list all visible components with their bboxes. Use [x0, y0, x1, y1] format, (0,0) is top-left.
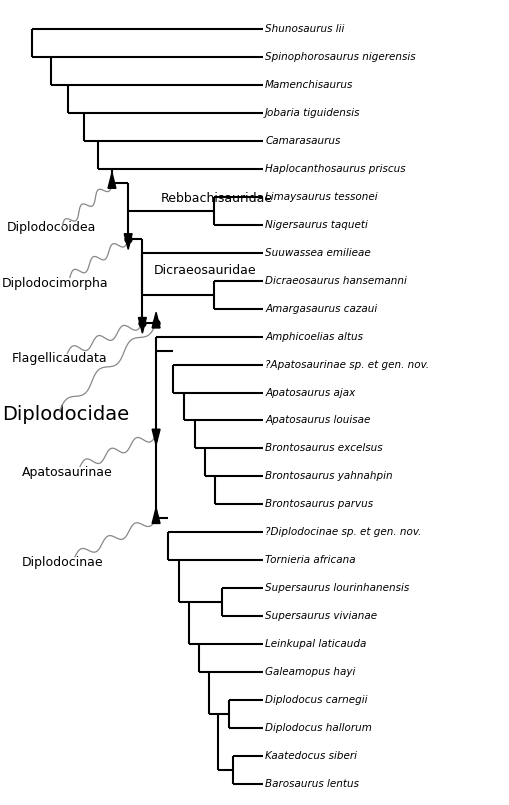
Text: ?Apatosaurinae sp. et gen. nov.: ?Apatosaurinae sp. et gen. nov. — [265, 360, 429, 369]
Text: Camarasaurus: Camarasaurus — [265, 136, 340, 147]
Text: Mamenchisaurus: Mamenchisaurus — [265, 80, 353, 90]
Text: Shunosaurus lii: Shunosaurus lii — [265, 24, 344, 35]
Polygon shape — [108, 172, 116, 188]
Text: Apatosaurus ajax: Apatosaurus ajax — [265, 387, 355, 398]
Text: Apatosaurus louisae: Apatosaurus louisae — [265, 415, 370, 426]
Text: Suuwassea emilieae: Suuwassea emilieae — [265, 248, 370, 258]
Text: Spinophorosaurus nigerensis: Spinophorosaurus nigerensis — [265, 52, 415, 63]
Text: Diplodocus hallorum: Diplodocus hallorum — [265, 723, 371, 733]
Polygon shape — [138, 317, 146, 333]
Text: Diplodocinae: Diplodocinae — [22, 555, 103, 569]
Text: Tornieria africana: Tornieria africana — [265, 555, 355, 565]
Polygon shape — [152, 429, 160, 445]
Text: Haplocanthosaurus priscus: Haplocanthosaurus priscus — [265, 164, 405, 174]
Text: Brontosaurus yahnahpin: Brontosaurus yahnahpin — [265, 472, 392, 481]
Text: Galeamopus hayi: Galeamopus hayi — [265, 667, 355, 677]
Text: Supersaurus lourinhanensis: Supersaurus lourinhanensis — [265, 583, 409, 593]
Text: ?Diplodocinae sp. et gen. nov.: ?Diplodocinae sp. et gen. nov. — [265, 527, 421, 537]
Text: Nigersaurus taqueti: Nigersaurus taqueti — [265, 220, 367, 230]
Polygon shape — [152, 508, 160, 523]
Text: Dicraeosauridae: Dicraeosauridae — [153, 264, 256, 277]
Text: Amphicoelias altus: Amphicoelias altus — [265, 332, 362, 341]
Text: Flagellicaudata: Flagellicaudata — [12, 353, 107, 365]
Text: Supersaurus vivianae: Supersaurus vivianae — [265, 611, 377, 621]
Text: Leinkupal laticauda: Leinkupal laticauda — [265, 639, 366, 649]
Polygon shape — [124, 233, 132, 250]
Text: Amargasaurus cazaui: Amargasaurus cazaui — [265, 303, 377, 314]
Text: Jobaria tiguidensis: Jobaria tiguidensis — [265, 108, 360, 118]
Text: Rebbachisauridae: Rebbachisauridae — [161, 192, 273, 204]
Text: Kaatedocus siberi: Kaatedocus siberi — [265, 750, 356, 761]
Text: Diplodocidae: Diplodocidae — [2, 406, 129, 424]
Text: Barosaurus lentus: Barosaurus lentus — [265, 778, 358, 789]
Text: Diplodocimorpha: Diplodocimorpha — [2, 277, 108, 290]
Text: Apatosaurinae: Apatosaurinae — [22, 466, 112, 480]
Text: Diplodocoidea: Diplodocoidea — [7, 221, 96, 233]
Text: Dicraeosaurus hansemanni: Dicraeosaurus hansemanni — [265, 276, 406, 286]
Text: Limaysaurus tessonei: Limaysaurus tessonei — [265, 192, 377, 202]
Text: Brontosaurus excelsus: Brontosaurus excelsus — [265, 444, 382, 453]
Polygon shape — [152, 312, 160, 328]
Text: Diplodocus carnegii: Diplodocus carnegii — [265, 695, 367, 704]
Text: Brontosaurus parvus: Brontosaurus parvus — [265, 499, 373, 510]
